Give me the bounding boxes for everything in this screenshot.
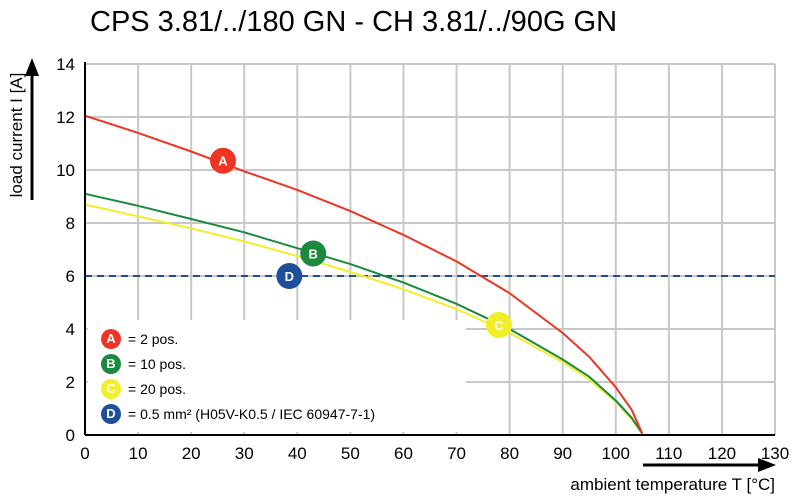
legend-box xyxy=(88,320,466,432)
legend-marker-label-b: B xyxy=(106,356,115,371)
y-axis-label: load current I [A] xyxy=(7,73,26,198)
series-lines xyxy=(84,114,775,435)
tick-labels: 0 10 20 30 40 50 60 70 80 90 100 110 120 130 0 2 4 6 8 10 12… xyxy=(56,55,789,463)
legend-text-a: = 2 pos. xyxy=(128,331,178,347)
marker-a xyxy=(210,147,236,174)
y-tick-label-10: 10 xyxy=(56,161,75,180)
x-tick-label-0: 0 xyxy=(80,444,89,463)
y-tick-label-0: 0 xyxy=(66,426,75,445)
y-tick-label-4: 4 xyxy=(66,320,75,339)
marker-d xyxy=(276,263,303,289)
series-line-c xyxy=(84,203,644,435)
x-tick-label-30: 30 xyxy=(235,444,254,463)
x-tick-label-110: 110 xyxy=(655,444,682,463)
x-tick-label-70: 70 xyxy=(447,444,466,463)
y-axis-arrow-head xyxy=(25,58,39,76)
marker-b xyxy=(300,240,327,267)
x-tick-label-130: 130 xyxy=(761,444,789,463)
legend-marker-b xyxy=(101,354,121,374)
legend-text-c: = 20 pos. xyxy=(128,381,186,397)
x-tick-label-40: 40 xyxy=(288,444,307,463)
marker-label-a: A xyxy=(218,154,228,169)
legend-marker-c xyxy=(101,379,121,399)
x-axis-arrow-head xyxy=(758,458,776,472)
y-tick-label-14: 14 xyxy=(56,55,75,74)
marker-c xyxy=(486,312,512,339)
axis-labels: ambient temperature T [°C] load current I… xyxy=(7,73,775,494)
axes xyxy=(25,58,776,472)
legend-marker-label-c: C xyxy=(106,381,116,396)
marker-label-c: C xyxy=(494,318,504,333)
x-tick-label-60: 60 xyxy=(394,444,413,463)
legend-background xyxy=(88,320,466,432)
series-line-b xyxy=(84,192,644,435)
y-tick-label-8: 8 xyxy=(66,214,75,233)
x-tick-label-100: 100 xyxy=(602,444,630,463)
chart-title: CPS 3.81/../180 GN - CH 3.81/../90G GN xyxy=(90,6,618,38)
x-tick-label-80: 80 xyxy=(500,444,519,463)
x-tick-label-20: 20 xyxy=(182,444,201,463)
legend-marker-a xyxy=(101,329,121,349)
y-tick-label-6: 6 xyxy=(66,267,75,286)
x-tick-label-10: 10 xyxy=(129,444,148,463)
legend-text-d: = 0.5 mm² (H05V-K0.5 / IEC 60947-7-1) xyxy=(128,406,375,422)
legend-marker-label-d: D xyxy=(106,406,115,421)
series-line-a xyxy=(84,114,644,435)
x-tick-label-90: 90 xyxy=(553,444,572,463)
legend-marker-label-a: A xyxy=(106,331,116,346)
legend-marker-d xyxy=(101,404,121,424)
x-axis-label: ambient temperature T [°C] xyxy=(570,475,775,494)
y-tick-label-2: 2 xyxy=(66,373,75,392)
y-tick-label-12: 12 xyxy=(56,108,75,127)
legend: A = 2 pos. B = 10 pos. C = 20 pos. D = 0.5 mm² … xyxy=(101,329,375,424)
x-tick-label-50: 50 xyxy=(341,444,360,463)
legend-text-b: = 10 pos. xyxy=(128,356,186,372)
marker-label-d: D xyxy=(285,269,294,284)
curve-markers: A B C D xyxy=(210,147,512,339)
marker-label-b: B xyxy=(309,246,318,261)
x-tick-label-120: 120 xyxy=(708,444,736,463)
